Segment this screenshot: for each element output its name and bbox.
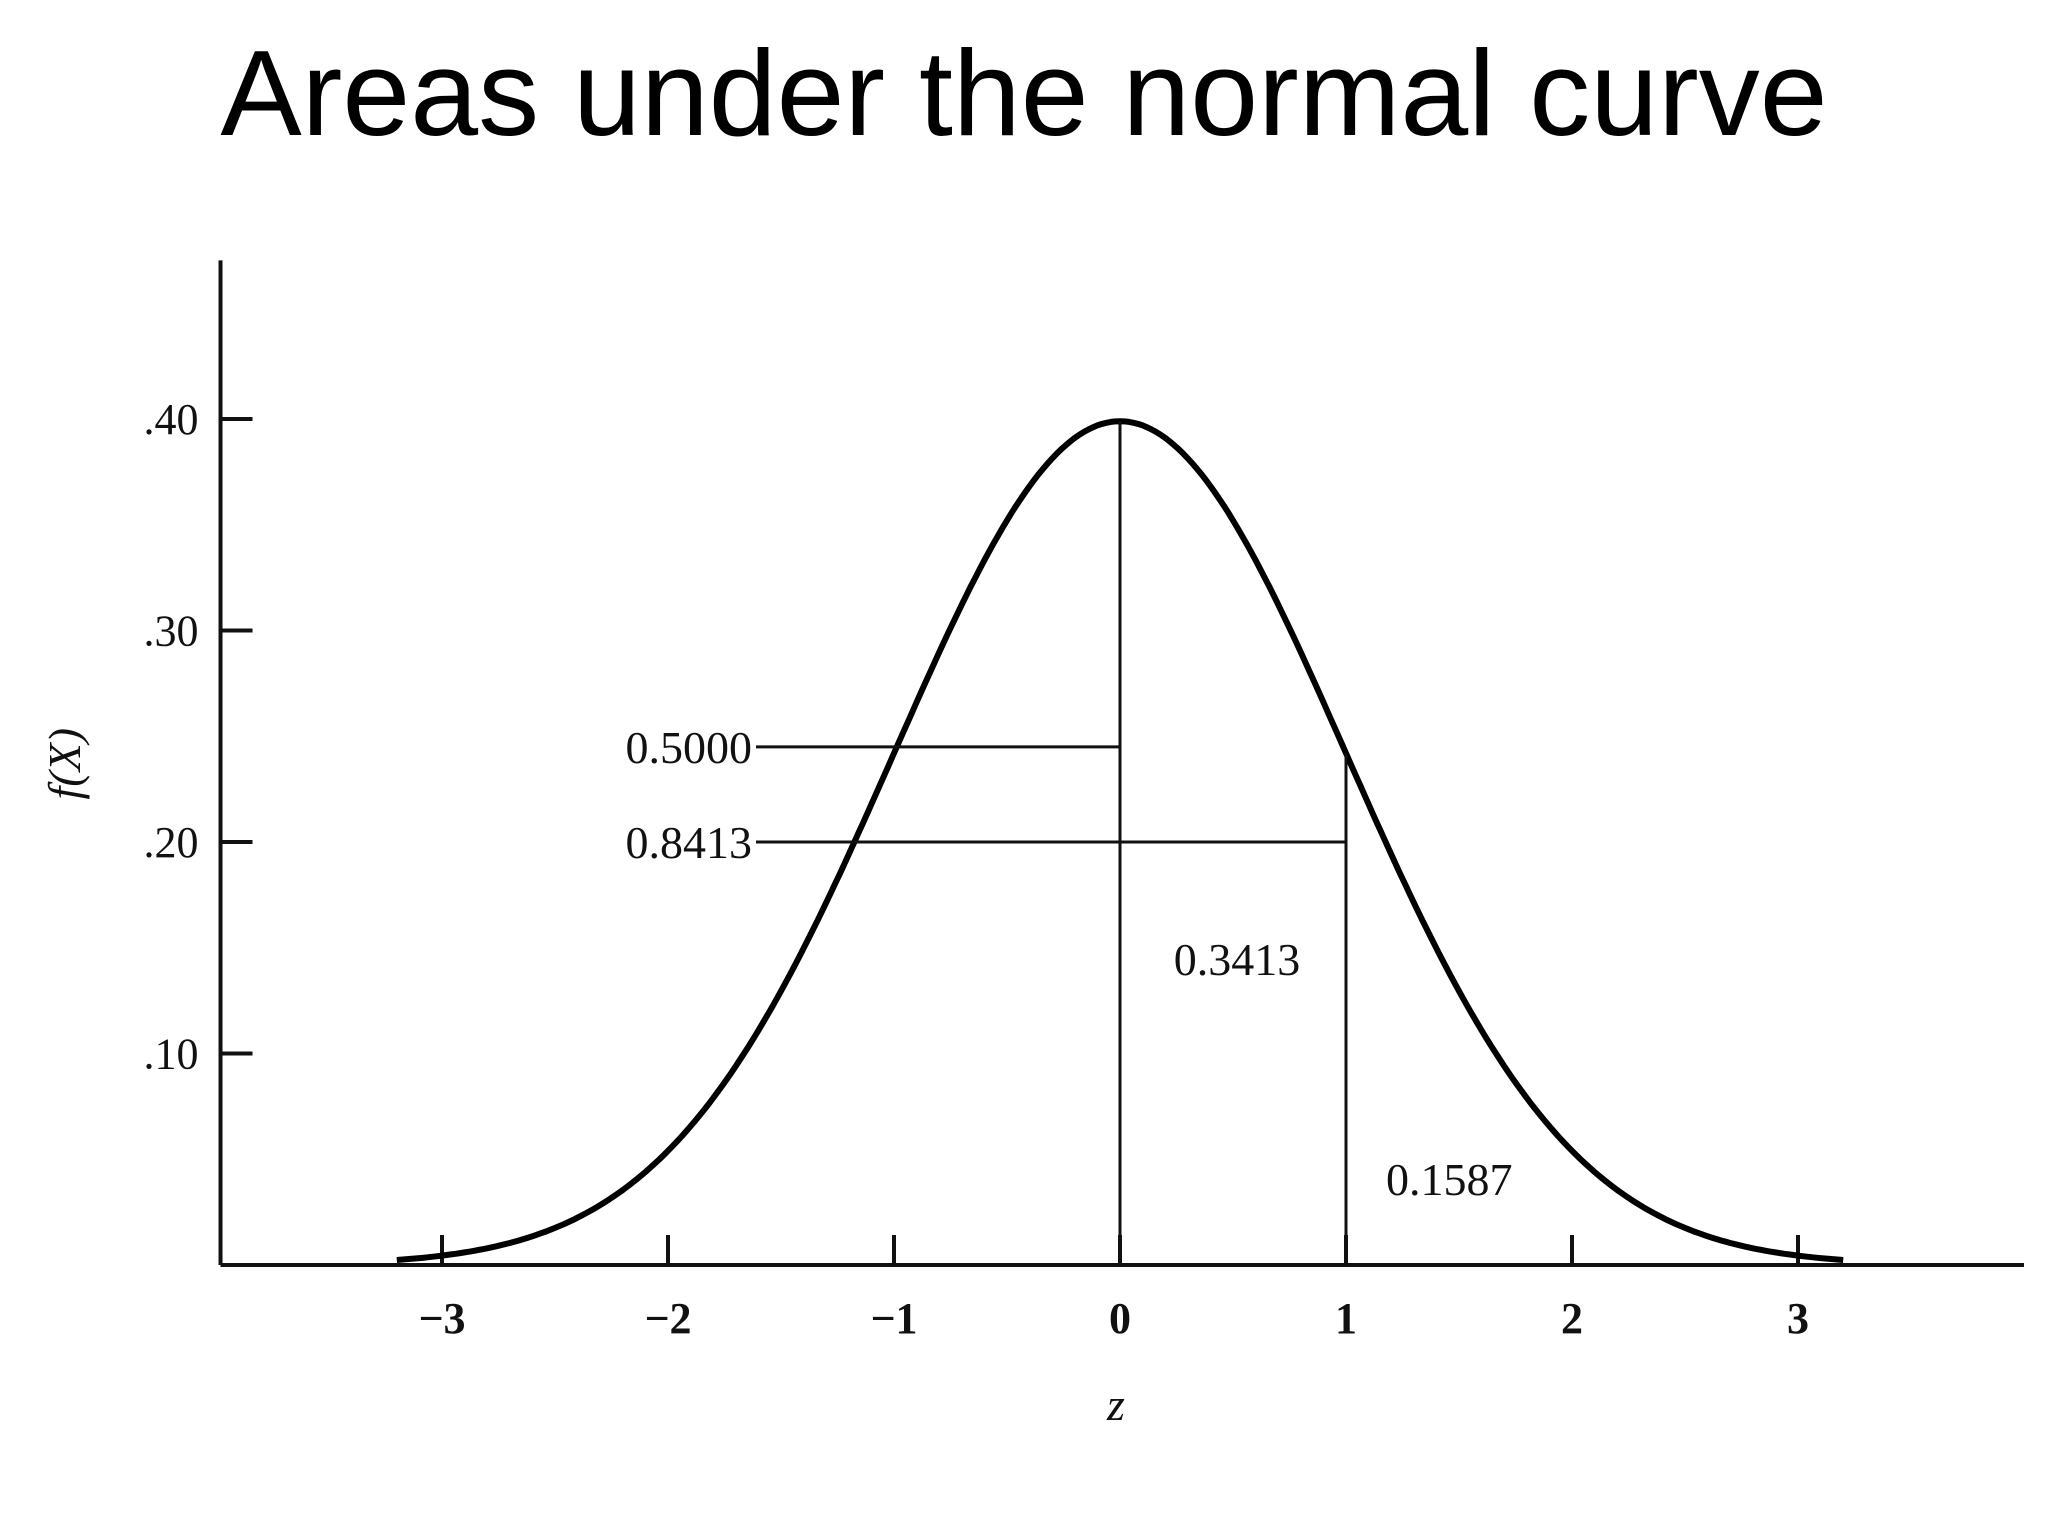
area-label-0.8413: 0.8413 <box>626 817 753 868</box>
y-tick-label: .40 <box>144 395 199 444</box>
area-label-0.1587: 0.1587 <box>1386 1154 1513 1205</box>
x-tick-label: −1 <box>870 1294 917 1343</box>
chart-marks <box>396 418 1844 1265</box>
y-tick-label: .10 <box>144 1030 199 1079</box>
normal-density-curve <box>396 418 1844 1263</box>
y-tick-label: .30 <box>144 607 199 656</box>
area-label-0.3413: 0.3413 <box>1174 934 1301 985</box>
x-tick-label: 2 <box>1561 1294 1583 1343</box>
x-tick-label: −2 <box>644 1294 691 1343</box>
x-tick-label: −3 <box>418 1294 465 1343</box>
x-axis-label: z <box>1106 1379 1125 1430</box>
chart-labels: z f(X) 0.5000 0.8413 0.3413 0.1587 <box>39 722 1513 1430</box>
y-axis-label: f(X) <box>39 728 90 800</box>
slide-title: Areas under the normal curve <box>220 25 1828 161</box>
chart-ticks: −3 −2 −1 0 1 2 3 .10 .20 .30 .40 <box>144 395 1809 1343</box>
y-tick-label: .20 <box>144 818 199 867</box>
chart-axes <box>218 260 2024 1267</box>
x-tick-label: 3 <box>1787 1294 1809 1343</box>
area-label-0.5000: 0.5000 <box>626 722 753 773</box>
x-tick-label: 1 <box>1335 1294 1357 1343</box>
x-tick-label: 0 <box>1109 1294 1131 1343</box>
